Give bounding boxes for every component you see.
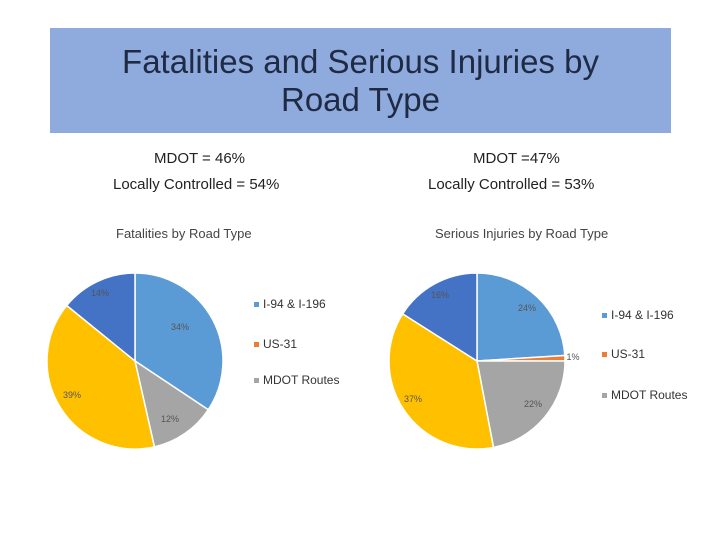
slice-data-label: 37% (404, 394, 422, 404)
pie-slice (388, 312, 495, 450)
legend-swatch (602, 393, 607, 398)
slice-data-label: 22% (524, 399, 542, 409)
fatalities-chart-title: Fatalities by Road Type (116, 226, 252, 241)
slide-title: Fatalities and Serious Injuries by Road … (50, 28, 671, 133)
pie-slice (476, 272, 566, 362)
legend-swatch (254, 378, 259, 383)
slice-data-label: 39% (63, 390, 81, 400)
slide-title-line-1: Fatalities and Serious Injuries by (122, 42, 599, 80)
legend-swatch (602, 352, 607, 357)
legend-item: MDOT Routes (611, 388, 687, 402)
slice-data-label: 34% (171, 322, 189, 332)
legend-swatch (602, 313, 607, 318)
slice-data-label: 1% (566, 352, 579, 362)
slide-title-line-2: Road Type (280, 80, 440, 118)
legend-item: US-31 (611, 347, 645, 361)
pie-slice (65, 272, 136, 363)
right-local-share: Locally Controlled = 53% (428, 176, 595, 193)
legend-item: I-94 & I-196 (611, 308, 674, 322)
injuries-chart-title: Serious Injuries by Road Type (435, 226, 609, 241)
slice-data-label: 24% (518, 303, 536, 313)
right-mdot-share: MDOT =47% (473, 150, 560, 167)
left-local-share: Locally Controlled = 54% (113, 176, 280, 193)
left-mdot-share: MDOT = 46% (154, 150, 246, 167)
legend-item: MDOT Routes (263, 373, 339, 387)
legend-swatch (254, 342, 259, 347)
pie-slice (476, 360, 566, 449)
pie-slice (46, 304, 156, 450)
legend-item: US-31 (263, 337, 297, 351)
pie-slice (133, 359, 210, 448)
legend-item: I-94 & I-196 (263, 297, 326, 311)
slice-data-label: 16% (431, 290, 449, 300)
slice-data-label: 12% (161, 414, 179, 424)
pie-slice (401, 272, 478, 363)
legend-swatch (254, 302, 259, 307)
slice-data-label: 14% (91, 288, 109, 298)
